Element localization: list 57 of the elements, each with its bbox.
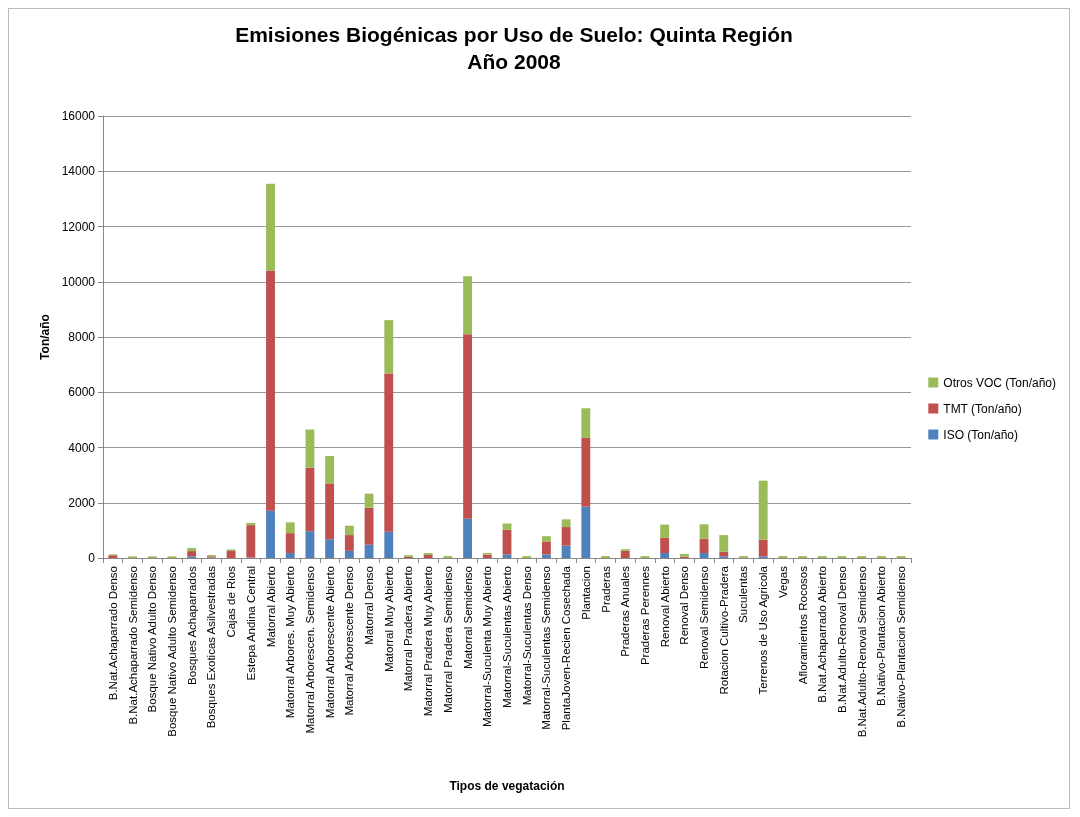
x-tick-label: Praderas Perennes	[638, 565, 651, 666]
x-tick-label: B.Nat.Adulto-Renoval Denso	[836, 566, 849, 714]
x-tick-label: Suculentas	[737, 565, 750, 623]
x-tick-label: Matorral Pradera Abierto	[402, 566, 415, 692]
y-axis-title: Ton/año	[37, 314, 52, 360]
legend-label: Otros VOC (Ton/año)	[943, 375, 1057, 390]
x-tick-label: Matorral-Suculentas Denso	[520, 566, 533, 706]
x-tick-label: B.Nat.Achaparrado Semidenso	[126, 566, 139, 725]
x-tick-label: Praderas Anuales	[619, 565, 632, 657]
x-tick-label: Vegas	[776, 565, 789, 598]
y-tick-label: 12000	[61, 219, 96, 234]
x-tick-label: B.Nativo-Plantacion Abierto	[875, 566, 888, 706]
x-tick-label: Estepa Andina Central	[244, 566, 257, 681]
y-tick-label: 2000	[68, 495, 96, 510]
x-tick-label: Bosques Achaparrados	[185, 565, 198, 685]
x-tick-label: Matorral Denso	[363, 566, 376, 645]
x-tick-label: Matorral Arborescente Denso	[343, 566, 356, 716]
chart-title: Emisiones Biogénicas por Uso de Suelo: Quinta Región	[235, 23, 793, 46]
x-tick-label: Matorral Pradera Semidenso	[441, 566, 454, 714]
x-tick-label: Bosque Nativo Adulto Denso	[146, 566, 159, 713]
y-tick-label: 16000	[61, 109, 96, 123]
x-tick-label: Matorral Semidenso	[461, 566, 474, 669]
x-tick-label: Renoval Abierto	[658, 566, 671, 648]
x-tick-label: Matorral-Suculentas Abierto	[501, 566, 513, 708]
x-tick-label: Bosques Exoticas Asilvestradas	[205, 565, 218, 729]
y-tick-label: 0	[88, 551, 96, 565]
x-tick-label: Matorral-Suculenta Muy Abierto	[481, 566, 494, 728]
chart-subtitle: Año 2008	[467, 50, 562, 73]
x-tick-label: Matorral Arborescen. Semidenso	[303, 566, 316, 734]
y-tick-label: 14000	[61, 164, 96, 179]
y-tick-label: 8000	[68, 330, 96, 344]
x-tick-label: Praderas	[599, 565, 612, 613]
legend-label: TMT (Ton/año)	[943, 401, 1022, 416]
x-tick-label: Matorral Arbores. Muy Abierto	[284, 566, 297, 719]
x-tick-label: Plantacion	[579, 566, 592, 620]
y-tick-label: 6000	[68, 385, 96, 400]
legend-label: ISO (Ton/año)	[943, 427, 1018, 442]
x-tick-label: B.Nat.Achaparrado Abierto	[816, 566, 829, 703]
x-tick-label: B.Nat.Adulto-Renoval Semidenso	[855, 566, 868, 738]
x-tick-label: Matorral Arborescente Abierto	[323, 566, 336, 719]
x-tick-label: Cajas de Rios	[225, 565, 238, 638]
x-tick-label: Bosque Nativo Adulto Semidenso	[165, 566, 178, 737]
x-tick-label: B.Nat.Achaparrado Denso	[106, 566, 119, 701]
x-tick-label: Matorral-Suculentas Semidenso	[540, 566, 553, 730]
x-tick-label: Renoval Semidenso	[698, 566, 711, 669]
x-tick-label: Matorral Muy Abierto	[382, 566, 395, 673]
x-tick-label: Renoval Denso	[678, 566, 691, 645]
x-axis-title: Tipos de vegatación	[449, 779, 565, 793]
y-tick-label: 10000	[61, 274, 96, 289]
x-tick-label: Afloramientos Rocosos	[796, 565, 809, 685]
x-tick-label: B.Nativo-Plantacion Semidenso	[895, 566, 908, 728]
x-tick-label: Terrenos de Uso Agricola	[757, 565, 770, 695]
x-tick-label: Matorral Abierto	[264, 566, 277, 648]
x-tick-label: Rotacion Cultivo-Pradera	[717, 565, 730, 695]
y-tick-label: 4000	[68, 440, 96, 455]
x-tick-label: PlantaJoven-Recien Cosechada	[560, 565, 573, 731]
x-tick-label: Matorral Pradera Muy Abierto	[422, 566, 435, 717]
